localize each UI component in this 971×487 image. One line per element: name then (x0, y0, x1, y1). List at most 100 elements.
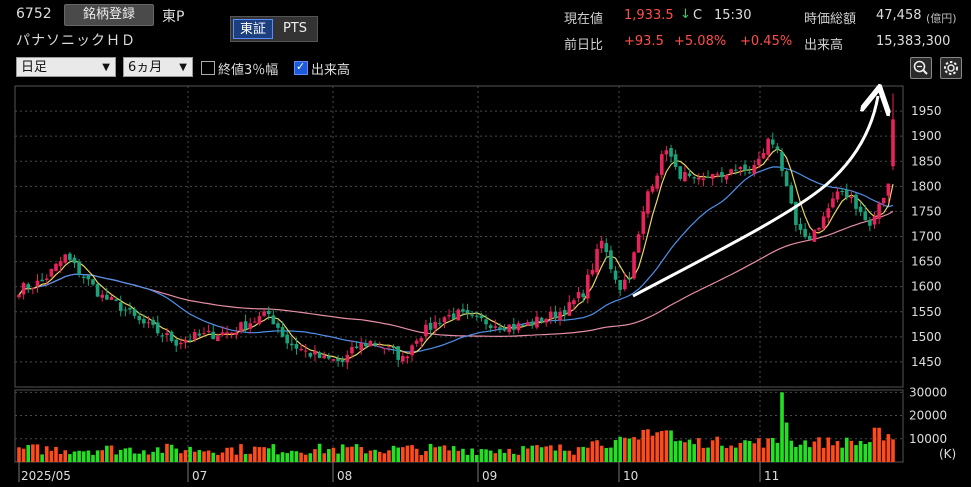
exchange-tabs: 東証 PTS (230, 16, 318, 42)
volume-bar (86, 450, 91, 462)
ma-short-line (18, 148, 894, 360)
candle-body (192, 332, 197, 340)
volume-bar (35, 444, 40, 462)
volume-bar (239, 444, 243, 462)
candle-body (784, 171, 789, 186)
change-percent-secondary: +0.45% (740, 34, 793, 49)
volume-bar (720, 445, 724, 462)
candle-body (599, 240, 604, 249)
candle-body (373, 343, 377, 345)
candle-body (456, 309, 461, 321)
candle-body (327, 356, 331, 359)
candle-body (706, 177, 710, 179)
volume-bar (868, 442, 872, 462)
candle-body (350, 347, 354, 354)
volume-bar (743, 440, 747, 462)
volume-bar (331, 447, 336, 462)
volume-bar (202, 451, 206, 462)
zoom-icon[interactable] (910, 57, 932, 79)
volume-bar (812, 441, 817, 462)
volume-bar (747, 440, 752, 462)
date-tick-label: 2025/05 (21, 469, 71, 483)
candle-body (414, 340, 419, 344)
candle-body (683, 172, 687, 182)
candle-body (585, 274, 590, 299)
candle-body (142, 319, 146, 324)
volume-bar (512, 453, 516, 462)
market-cap-value: 47,458 (876, 8, 922, 23)
candle-body (262, 311, 266, 316)
volume-bar (770, 437, 775, 462)
volume-bar (313, 449, 317, 462)
volume-option[interactable]: 出来高 (294, 58, 364, 78)
candle-body (123, 309, 128, 311)
volume-bar (91, 454, 95, 462)
candle-body (646, 191, 650, 214)
candle-body (276, 323, 280, 328)
volume-bar (461, 448, 465, 462)
register-button[interactable]: 銘柄登録 (64, 4, 154, 26)
volume-bar (488, 450, 493, 462)
period-select[interactable]: 日足 ▼ (16, 57, 116, 77)
candle-body (849, 196, 854, 199)
volume-bar (572, 454, 576, 462)
volume-bar (299, 452, 303, 462)
volume-bar (68, 454, 72, 462)
range-select[interactable]: 6ヵ月 ▼ (123, 57, 193, 77)
volume-bar (63, 450, 68, 462)
candle-body (345, 354, 350, 363)
volume-checkbox[interactable] (294, 60, 308, 75)
candle-body (854, 194, 858, 209)
candle-body (502, 328, 507, 331)
settings-gear-icon[interactable] (940, 57, 962, 79)
volume-bar (151, 451, 155, 462)
candle-body (544, 318, 548, 323)
volume-bar (599, 445, 604, 462)
volume-bar (687, 439, 692, 462)
candle-body (26, 284, 31, 289)
volume-bar (350, 446, 354, 462)
price-tick-label: 1750 (911, 204, 942, 218)
candle-body (821, 216, 826, 229)
volume-bar (886, 434, 891, 462)
price-time: 15:30 (714, 8, 752, 23)
moving-average-lines (18, 148, 894, 360)
candle-body (303, 350, 308, 352)
candle-body (243, 321, 248, 330)
range-select-value: 6ヵ月 (128, 60, 163, 75)
volume-bar (803, 440, 807, 462)
candle-body (475, 315, 479, 317)
candle-body (77, 261, 81, 275)
close3-option[interactable]: 終値3％幅 (201, 58, 296, 78)
volume-bar (784, 422, 789, 462)
candle-body (336, 358, 340, 362)
volume-bar (359, 447, 364, 462)
volume-bar (438, 446, 442, 462)
volume-bar (142, 450, 146, 462)
ma-mid-line (18, 166, 894, 353)
candle-body (632, 252, 636, 279)
candle-body (627, 278, 632, 280)
candle-body (49, 268, 54, 277)
volume-bar (192, 451, 197, 462)
tab-tse[interactable]: 東証 (233, 19, 273, 39)
candle-body (405, 356, 410, 359)
volume-bar (123, 448, 128, 462)
candle-body (197, 333, 202, 336)
volume-bar (581, 446, 585, 462)
volume-bar (165, 443, 169, 462)
volume-bar (414, 448, 419, 462)
volume-bar (604, 447, 609, 462)
volume-bar (188, 446, 192, 462)
candle-body (442, 317, 447, 323)
close3-checkbox[interactable] (201, 61, 215, 75)
tab-pts[interactable]: PTS (282, 21, 308, 36)
period-select-value: 日足 (21, 60, 48, 75)
candle-body (886, 183, 891, 196)
candle-body (521, 325, 525, 327)
volume-bar (738, 442, 743, 462)
volume-bar (609, 447, 613, 462)
volume-label: 出来高 (804, 38, 844, 53)
candle-body (572, 300, 576, 305)
volume-bar (590, 441, 595, 462)
